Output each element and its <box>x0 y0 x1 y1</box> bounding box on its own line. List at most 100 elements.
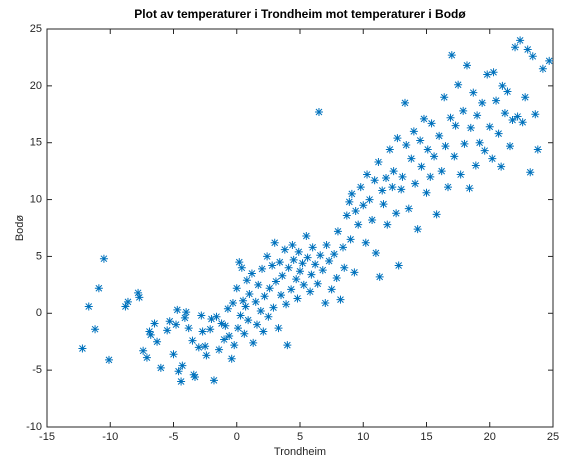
point <box>311 260 320 269</box>
point <box>220 335 229 344</box>
point <box>494 129 503 138</box>
point <box>207 314 216 323</box>
point <box>513 112 522 121</box>
point <box>307 270 316 279</box>
y-tick-label: -5 <box>32 364 42 376</box>
point <box>409 127 418 136</box>
point <box>242 276 251 285</box>
point <box>432 210 441 219</box>
point <box>264 312 273 321</box>
point <box>447 51 456 60</box>
point <box>260 292 269 301</box>
point <box>104 355 113 364</box>
point <box>303 253 312 262</box>
point <box>165 317 174 326</box>
point <box>251 297 260 306</box>
point <box>465 184 474 193</box>
point <box>313 279 322 288</box>
point <box>289 255 298 264</box>
point <box>240 329 249 338</box>
point <box>462 61 471 70</box>
y-tick-label: 0 <box>36 307 42 319</box>
point <box>306 287 315 296</box>
point <box>505 142 514 151</box>
point <box>232 284 241 293</box>
point <box>275 258 284 267</box>
point <box>426 172 435 181</box>
point <box>249 338 258 347</box>
point <box>302 231 311 240</box>
x-tick-label: 0 <box>234 431 240 443</box>
point <box>473 111 482 120</box>
point <box>270 238 279 247</box>
point <box>368 216 377 225</box>
point <box>78 344 87 353</box>
point <box>419 114 428 123</box>
point <box>526 168 535 177</box>
point <box>123 297 132 306</box>
point <box>393 134 402 143</box>
point <box>163 326 172 335</box>
point <box>374 158 383 167</box>
point <box>244 316 253 325</box>
point <box>422 188 431 197</box>
point <box>531 110 540 119</box>
point <box>339 243 348 252</box>
point <box>308 243 317 252</box>
point <box>198 327 207 336</box>
point <box>184 324 193 333</box>
point <box>239 296 248 305</box>
point <box>392 209 401 218</box>
point <box>234 324 243 333</box>
chart-title: Plot av temperaturer i Trondheim mot tem… <box>134 7 466 21</box>
point <box>437 167 446 176</box>
x-tick-label: 25 <box>547 431 559 443</box>
point <box>177 377 186 386</box>
y-tick-label: 25 <box>30 23 42 35</box>
point <box>212 312 221 321</box>
point <box>454 80 463 89</box>
point <box>538 64 547 73</box>
point <box>188 336 197 345</box>
point <box>215 345 224 354</box>
point <box>475 138 484 147</box>
point <box>356 183 365 192</box>
point <box>209 376 218 385</box>
point <box>533 145 542 154</box>
point <box>379 200 388 209</box>
y-tick-label: 10 <box>30 193 42 205</box>
point <box>503 87 512 96</box>
point <box>327 285 336 294</box>
point <box>346 235 355 244</box>
point <box>330 250 339 259</box>
point <box>480 146 489 155</box>
point <box>518 118 527 127</box>
point <box>142 353 151 362</box>
point <box>500 109 509 118</box>
point <box>298 259 307 268</box>
point <box>191 372 200 381</box>
point <box>223 304 232 313</box>
y-tick-label: 20 <box>30 80 42 92</box>
point <box>292 275 301 284</box>
point <box>84 302 93 311</box>
point <box>241 302 250 311</box>
point <box>174 367 183 376</box>
point <box>385 145 394 154</box>
point <box>523 45 532 54</box>
point <box>497 162 506 171</box>
point <box>294 247 303 256</box>
point <box>423 145 432 154</box>
point <box>340 263 349 272</box>
point <box>265 284 274 293</box>
point <box>361 238 370 247</box>
point <box>206 325 215 334</box>
y-tick-label: 15 <box>30 137 42 149</box>
point <box>263 252 272 261</box>
point <box>269 303 278 312</box>
point <box>351 206 360 215</box>
point <box>225 332 234 341</box>
x-tick-label: 15 <box>420 431 432 443</box>
point <box>336 295 345 304</box>
point <box>413 225 422 234</box>
